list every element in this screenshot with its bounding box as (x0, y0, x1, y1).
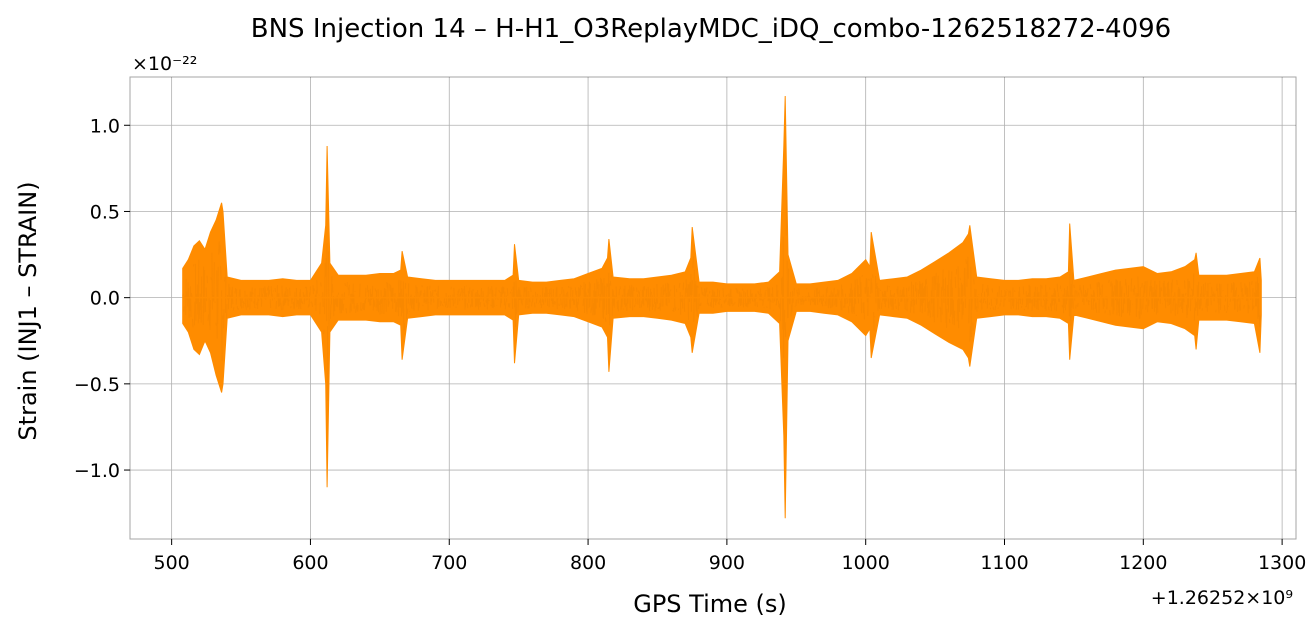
x-tick-label: 1100 (980, 552, 1028, 574)
y-axis: −1.0 −0.5 0.0 0.5 1.0 (74, 115, 130, 482)
x-offset-label: +1.26252×10⁹ (1151, 587, 1293, 609)
x-tick-label: 1300 (1258, 552, 1306, 574)
x-tick-label: 700 (431, 552, 467, 574)
x-tick-label: 1000 (842, 552, 890, 574)
x-tick-label: 900 (709, 552, 745, 574)
chart-title: BNS Injection 14 – H-H1_O3ReplayMDC_iDQ_… (251, 14, 1171, 44)
x-tick-label: 1200 (1119, 552, 1167, 574)
x-tick-label: 800 (570, 552, 606, 574)
y-tick-label: −0.5 (74, 374, 120, 396)
plot-frame (129, 76, 1297, 540)
series-group (182, 95, 1262, 519)
x-tick-label: 500 (154, 552, 190, 574)
x-tick-label: 600 (292, 552, 328, 574)
y-tick-label: 0.0 (90, 288, 120, 310)
y-axis-label: Strain (INJ1 – STRAIN) (14, 181, 42, 440)
x-axis-label: GPS Time (s) (633, 590, 787, 618)
y-tick-label: −1.0 (74, 460, 120, 482)
y-scale-label: ×10⁻²² (132, 53, 197, 75)
x-axis: 500 600 700 800 900 1000 1100 1200 1300 (154, 539, 1306, 574)
y-tick-label: 0.5 (90, 201, 120, 223)
y-tick-label: 1.0 (90, 115, 120, 137)
